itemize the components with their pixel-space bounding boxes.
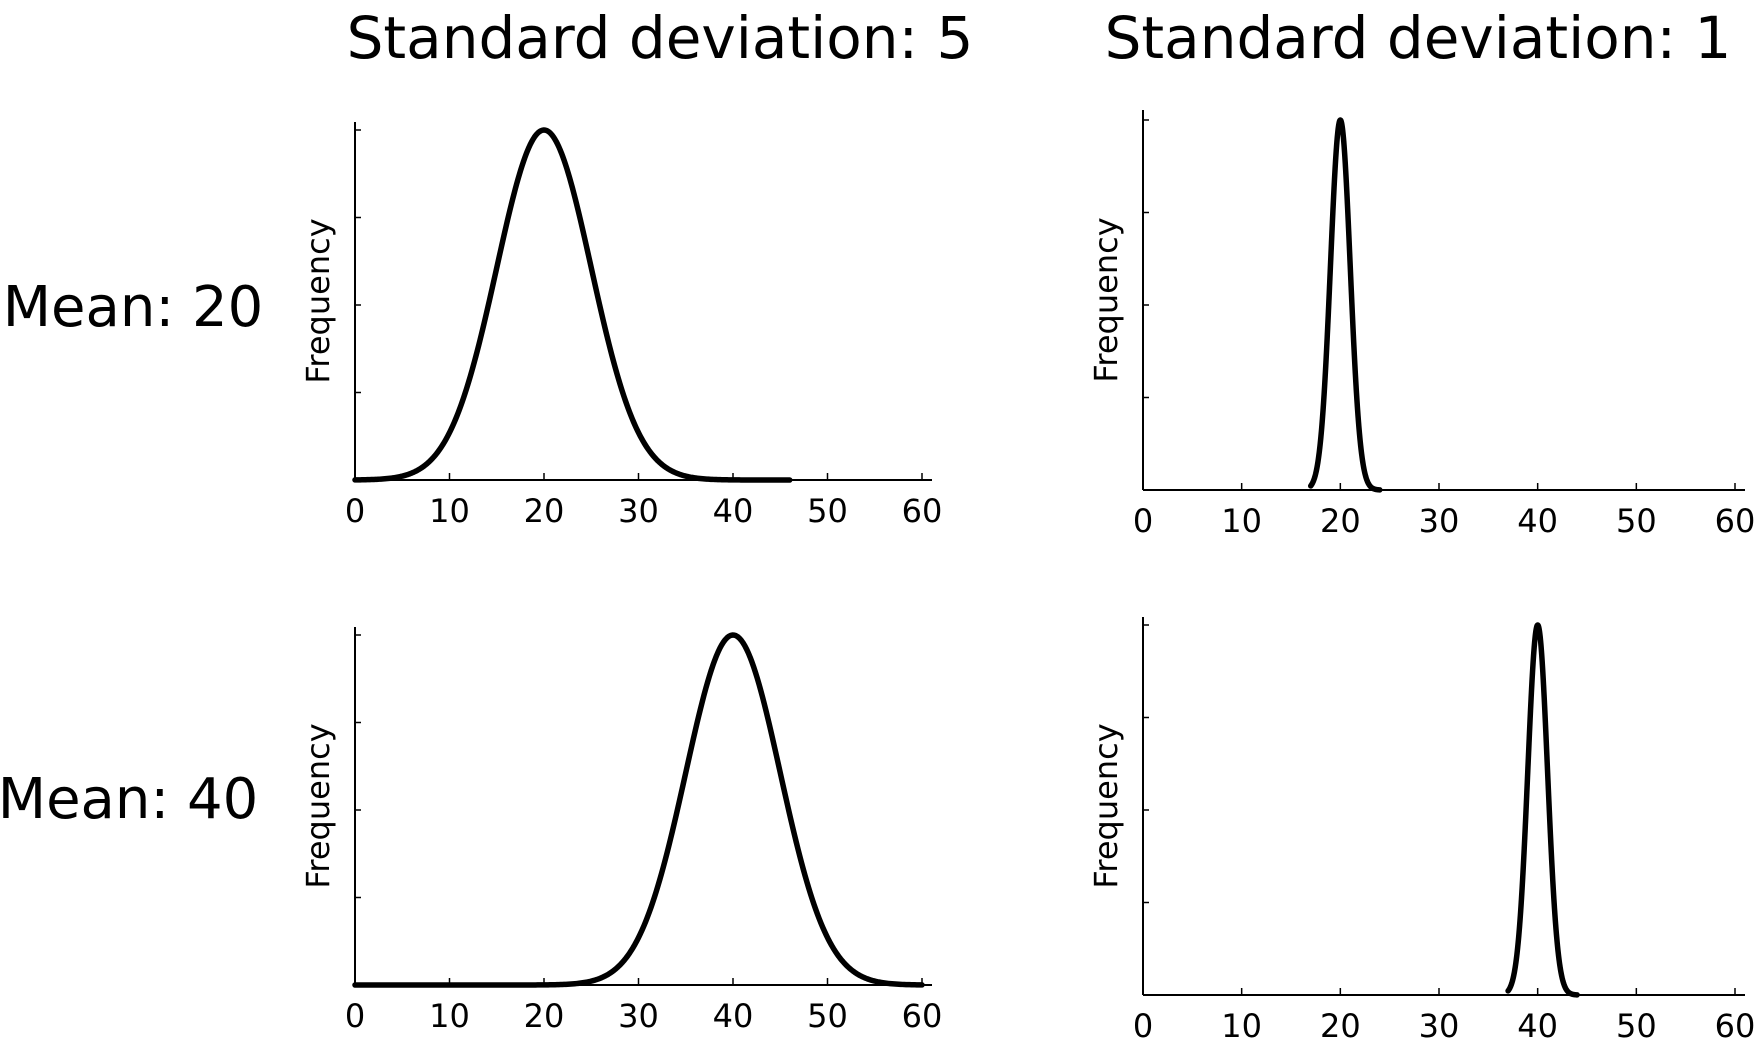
- x-tick-label: 0: [1133, 502, 1153, 540]
- x-tick-label: 10: [429, 492, 470, 530]
- normal-curve-line: [352, 127, 793, 483]
- x-tick-label: 60: [902, 997, 943, 1035]
- x-tick-label: 40: [1517, 502, 1558, 540]
- column-title-sd1: Standard deviation: 1: [1105, 4, 1732, 72]
- x-tick-label: 10: [1221, 1007, 1262, 1045]
- normal-curve-line: [1307, 117, 1383, 493]
- normal-curve-line: [352, 632, 925, 988]
- x-tick-label: 30: [618, 492, 659, 530]
- x-tick-label: 40: [713, 997, 754, 1035]
- x-tick-label: 50: [807, 492, 848, 530]
- x-tick-label: 10: [1221, 502, 1262, 540]
- y-axis-label: Frequency: [299, 723, 337, 888]
- x-tick-label: 40: [713, 492, 754, 530]
- x-tick-label: 30: [1419, 1007, 1460, 1045]
- x-tick-label: 50: [1616, 1007, 1657, 1045]
- x-tick-label: 30: [618, 997, 659, 1035]
- x-tick-label: 60: [1715, 502, 1756, 540]
- x-tick-label: 60: [902, 492, 943, 530]
- x-tick-label: 60: [1715, 1007, 1756, 1045]
- x-tick-label: 0: [1133, 1007, 1153, 1045]
- x-tick-label: 50: [807, 997, 848, 1035]
- x-tick-label: 20: [1320, 502, 1361, 540]
- x-tick-label: 30: [1419, 502, 1460, 540]
- x-tick-label: 0: [345, 492, 365, 530]
- y-axis-label: Frequency: [299, 218, 337, 383]
- chart-panel-mean40-sd5: 0 10 20 30 40 50 60 Frequency: [299, 627, 942, 1035]
- x-tick-label: 10: [429, 997, 470, 1035]
- x-tick-label: 50: [1616, 502, 1657, 540]
- y-axis-label: Frequency: [1087, 217, 1125, 382]
- chart-panel-mean20-sd1: 0 10 20 30 40 50 60 Frequency: [1087, 110, 1755, 540]
- row-label-mean40: Mean: 40: [0, 767, 258, 832]
- chart-panel-mean40-sd1: 0 10 20 30 40 50 60 Frequency: [1087, 617, 1755, 1045]
- x-tick-label: 20: [1320, 1007, 1361, 1045]
- y-axis-label: Frequency: [1087, 723, 1125, 888]
- x-tick-label: 20: [524, 997, 565, 1035]
- column-title-sd5: Standard deviation: 5: [347, 4, 974, 72]
- chart-panel-mean20-sd5: 0 10 20 30 40 50 60 Frequency: [299, 122, 942, 530]
- normal-curve-line: [1505, 622, 1580, 998]
- x-tick-label: 40: [1517, 1007, 1558, 1045]
- x-tick-label: 20: [524, 492, 565, 530]
- row-label-mean20: Mean: 20: [3, 275, 264, 340]
- x-tick-label: 0: [345, 997, 365, 1035]
